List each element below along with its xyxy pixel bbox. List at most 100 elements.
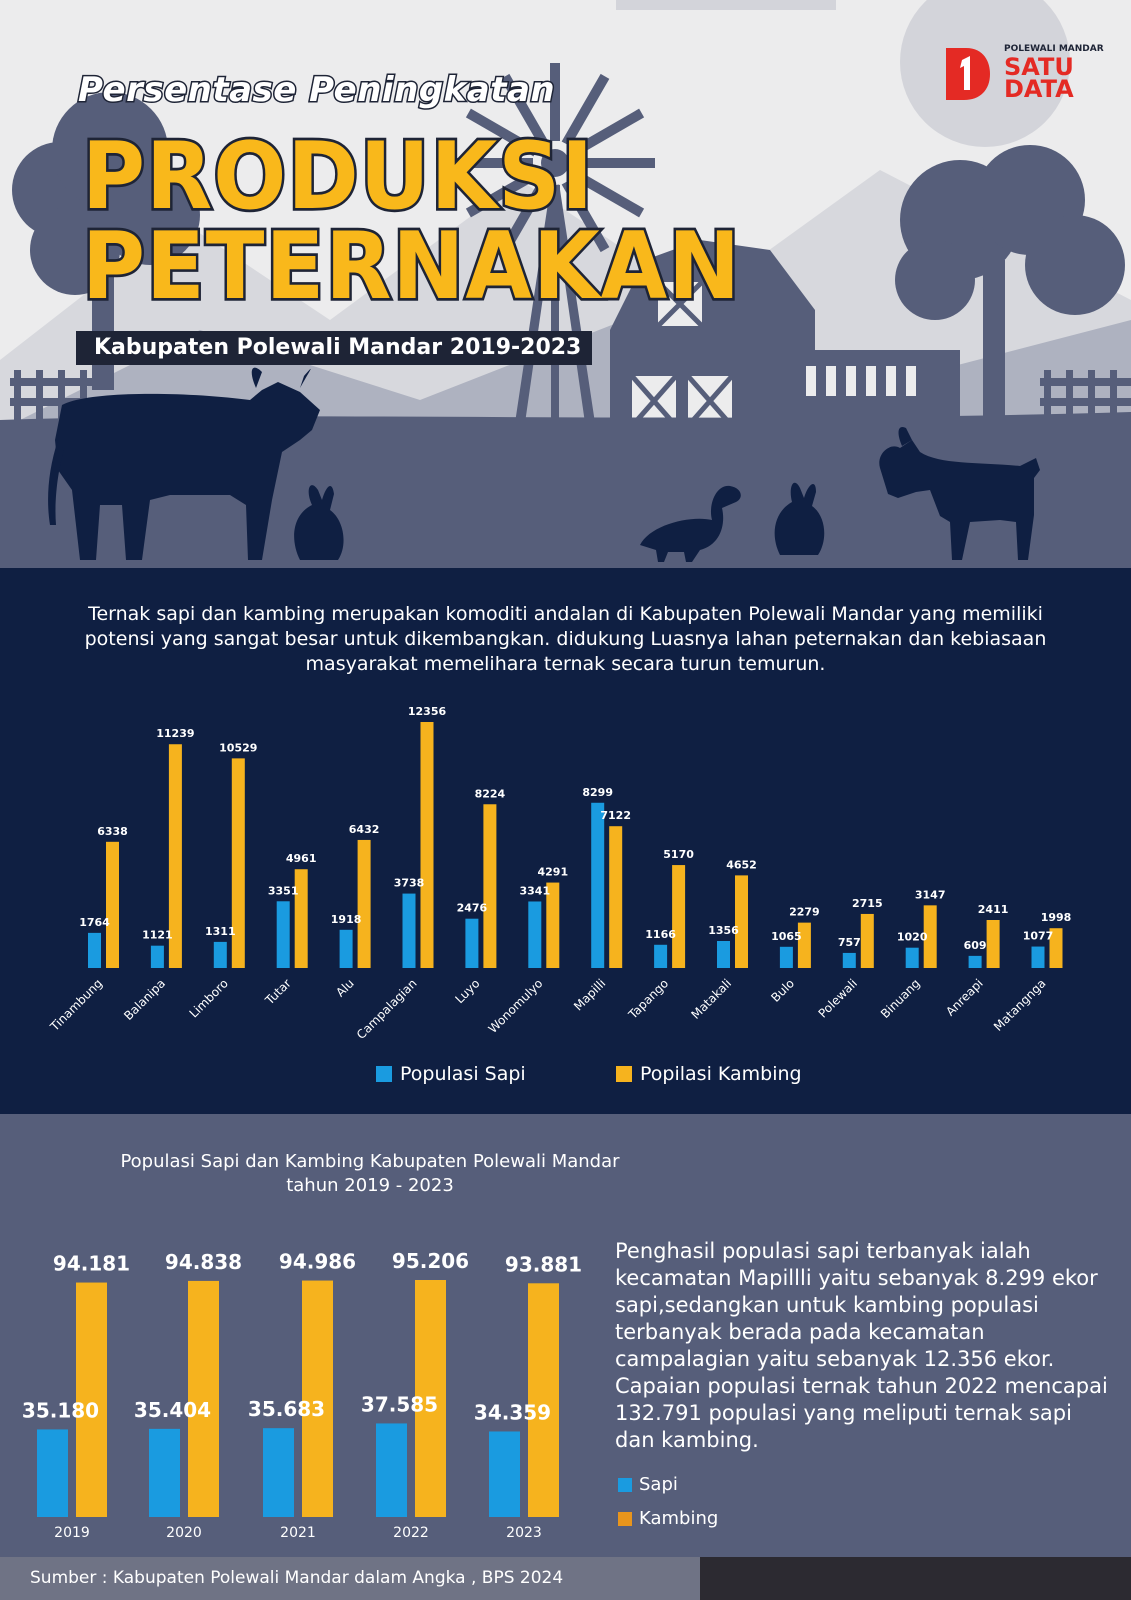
- bar-kambing-campalagian: [420, 722, 434, 968]
- bar-kambing-tutar: [294, 869, 308, 968]
- data-label-sapi-polewali: 757: [838, 936, 861, 949]
- bar-sapi-alu: [339, 929, 353, 968]
- data-label-sapi-2023: 34.359: [474, 1400, 551, 1424]
- bar-kambing-bulo: [797, 922, 811, 968]
- data-label-sapi-tapango: 1166: [645, 928, 676, 941]
- data-label-kambing-tapango: 5170: [663, 848, 694, 861]
- legend2-sapi-swatch: [618, 1477, 632, 1492]
- subtitle: Kabupaten Polewali Mandar 2019-2023: [76, 331, 592, 365]
- year-label-2019: 2019: [54, 1525, 90, 1541]
- bar-sapi-tapango: [654, 944, 668, 968]
- data-label-sapi-limboro: 1311: [205, 925, 236, 938]
- legend-sapi: Populasi Sapi: [376, 1063, 526, 1085]
- data-label-kambing-2019: 94.181: [53, 1252, 130, 1276]
- bar-kambing-polewali: [860, 913, 874, 968]
- bar-sapi-mapilli: [591, 802, 605, 968]
- year-label-2021: 2021: [280, 1525, 316, 1541]
- data-label-sapi-matakali: 1356: [708, 924, 739, 937]
- bar-kambing-2023: [528, 1283, 559, 1517]
- data-label-sapi-anreapi: 609: [964, 939, 987, 952]
- bar-kambing-tapango: [672, 865, 686, 968]
- category-label-tapango: Tapango: [625, 976, 671, 1022]
- bar-kambing-2019: [76, 1282, 107, 1517]
- data-label-kambing-tinambung: 6338: [97, 825, 128, 838]
- data-label-kambing-wonomulyo: 4291: [537, 866, 568, 879]
- bar-sapi-2023: [489, 1431, 520, 1517]
- category-label-limboro: Limboro: [187, 976, 231, 1020]
- category-label-anreapi: Anreapi: [943, 976, 986, 1019]
- category-label-balanipa: Balanipa: [121, 976, 168, 1023]
- legend-kambing-swatch: [616, 1066, 632, 1082]
- footer: Sumber : Kabupaten Polewali Mandar dalam…: [0, 1557, 1131, 1600]
- data-label-sapi-wonomulyo: 3341: [519, 884, 550, 897]
- data-label-kambing-matakali: 4652: [726, 858, 757, 871]
- category-label-alu: Alu: [333, 976, 356, 999]
- logo-region: POLEWALI MANDAR: [1004, 44, 1104, 54]
- bar-sapi-polewali: [842, 952, 856, 968]
- data-label-sapi-2022: 37.585: [361, 1392, 438, 1416]
- data-label-sapi-campalagian: 3738: [394, 877, 425, 890]
- data-label-sapi-2019: 35.180: [22, 1398, 99, 1422]
- bar-sapi-tinambung: [88, 932, 101, 968]
- yearly-population-chart: 35.180 94.181 2019 35.404 94.838 2020 35.683 94…: [22, 1249, 582, 1541]
- title-line-2: PETERNAKAN: [79, 212, 742, 321]
- data-label-kambing-matangnga: 1998: [1041, 911, 1072, 924]
- bar-sapi-anreapi: [968, 955, 982, 968]
- data-label-kambing-2020: 94.838: [165, 1250, 242, 1274]
- year-label-2020: 2020: [166, 1525, 202, 1541]
- data-label-sapi-2021: 35.683: [248, 1397, 325, 1421]
- title-small: Persentase Peningkatan: [76, 69, 556, 112]
- bar-kambing-luyo: [483, 804, 497, 968]
- intro-paragraph: Ternak sapi dan kambing merupakan komodi…: [84, 603, 1047, 675]
- logo-word-2: DATA: [1004, 75, 1074, 103]
- data-label-kambing-mapilli: 7122: [600, 809, 631, 822]
- data-label-sapi-2020: 35.404: [134, 1398, 211, 1422]
- legend2-kambing-swatch: [618, 1511, 632, 1526]
- source-note: Sumber : Kabupaten Polewali Mandar dalam…: [0, 1557, 700, 1600]
- satu-data-logo: POLEWALI MANDAR SATU DATA: [944, 44, 1104, 104]
- bar-kambing-2021: [302, 1280, 333, 1517]
- category-label-mapilli: Mapilli: [571, 976, 608, 1013]
- bar-kambing-balanipa: [168, 744, 182, 968]
- legend2-kambing: Kambing: [618, 1508, 718, 1529]
- bar-sapi-matangnga: [1031, 946, 1045, 968]
- yearly-chart-title-line-1: Populasi Sapi dan Kambing Kabupaten Pole…: [120, 1151, 620, 1172]
- bar-kambing-wonomulyo: [546, 882, 560, 968]
- bar-kambing-anreapi: [986, 919, 1000, 968]
- summary-paragraph: Penghasil populasi sapi terbanyak ialah …: [615, 1239, 1108, 1452]
- bar-sapi-2019: [37, 1429, 68, 1517]
- data-label-sapi-tinambung: 1764: [79, 916, 110, 929]
- bar-sapi-limboro: [213, 941, 227, 968]
- bar-sapi-2020: [149, 1428, 180, 1517]
- category-label-tutar: Tutar: [262, 976, 294, 1008]
- legend2-sapi: Sapi: [618, 1474, 678, 1495]
- category-label-binuang: Binuang: [878, 976, 923, 1021]
- legend2-sapi-label: Sapi: [639, 1474, 678, 1495]
- legend-kambing: Popilasi Kambing: [616, 1063, 802, 1085]
- bar-kambing-matakali: [735, 875, 748, 968]
- category-label-bulo: Bulo: [768, 976, 797, 1005]
- yearly-chart-title-line-2: tahun 2019 - 2023: [286, 1175, 454, 1196]
- data-label-sapi-bulo: 1065: [771, 930, 802, 943]
- title-line-1: PRODUKSI: [79, 122, 595, 231]
- legend-kambing-label: Popilasi Kambing: [640, 1063, 802, 1085]
- farm-scene-illustration: [0, 0, 1131, 600]
- data-label-sapi-luyo: 2476: [457, 902, 488, 915]
- category-label-matakali: Matakali: [688, 976, 734, 1022]
- district-chart-panel: [0, 568, 1131, 1114]
- data-label-kambing-balanipa: 11239: [156, 727, 194, 740]
- bar-sapi-tutar: [276, 901, 290, 968]
- bar-sapi-campalagian: [402, 893, 416, 968]
- legend-sapi-label: Populasi Sapi: [400, 1063, 526, 1085]
- bar-kambing-limboro: [231, 758, 245, 968]
- hero-illustration: Persentase Peningkatan PRODUKSI PETERNAK…: [0, 0, 1131, 600]
- bar-kambing-matangnga: [1049, 928, 1063, 968]
- logo-d-icon: [946, 48, 990, 100]
- bar-kambing-tinambung: [106, 841, 119, 968]
- bar-sapi-2022: [376, 1423, 407, 1517]
- district-population-chart: 1764 6338 Tinambung 1121 11239 Balanipa 1311 10…: [47, 705, 1072, 1040]
- year-label-2022: 2022: [393, 1525, 429, 1541]
- bar-sapi-bulo: [779, 946, 793, 968]
- category-label-polewali: Polewali: [816, 976, 860, 1020]
- category-label-wonomulyo: Wonomulyo: [486, 976, 546, 1036]
